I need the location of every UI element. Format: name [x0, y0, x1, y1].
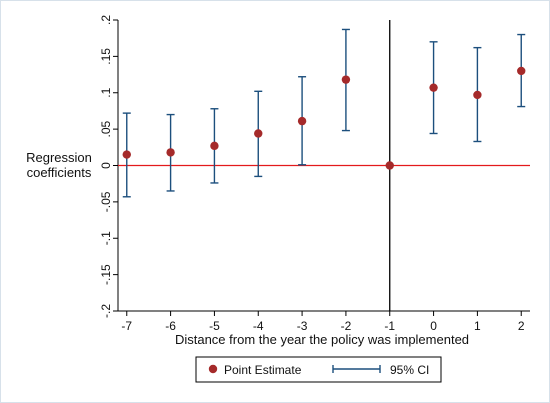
x-tick-label: 2 — [518, 319, 525, 333]
x-tick-label: -3 — [297, 319, 308, 333]
y-axis-title-line-2: coefficients — [27, 165, 92, 180]
y-tick-label: .05 — [99, 120, 113, 137]
y-tick-label: -.15 — [99, 264, 113, 285]
x-tick-label: -7 — [121, 319, 132, 333]
legend-box — [195, 356, 442, 383]
x-tick-label: -1 — [384, 319, 395, 333]
legend-point-label: Point Estimate — [224, 363, 302, 377]
point-estimate — [473, 90, 482, 100]
legend-ci-label: 95% CI — [390, 363, 429, 377]
point-estimate — [122, 150, 131, 159]
x-tick-label: -2 — [341, 319, 352, 333]
point-estimate — [210, 141, 219, 151]
y-tick-label: -.05 — [99, 191, 113, 212]
x-tick-label: 0 — [430, 319, 437, 333]
point-estimates — [122, 66, 526, 170]
y-tick-label: .2 — [99, 15, 113, 25]
point-estimate — [254, 129, 263, 138]
y-tick-label: -.2 — [99, 304, 113, 318]
point-estimate — [385, 161, 394, 170]
y-tick-label: 0 — [99, 162, 113, 169]
y-tick-label: -.1 — [99, 231, 113, 245]
ci-bars — [122, 28, 526, 198]
y-tick-label: .15 — [99, 48, 113, 65]
point-estimate — [517, 66, 526, 76]
x-tick-label: -6 — [165, 319, 176, 333]
x-tick-label: 1 — [474, 319, 481, 333]
y-tick-label: .1 — [99, 87, 113, 97]
x-tick-label: -4 — [253, 319, 264, 333]
legend: Point Estimate 95% CI — [195, 356, 442, 383]
legend-point-marker — [208, 364, 218, 374]
reference-lines — [118, 20, 530, 311]
point-estimate — [166, 148, 175, 157]
point-estimate — [297, 116, 307, 126]
axes: -.2 -.15 -.1 -.05 0 .05 .1 .15 .2 -7 -6 -5 -4 -3 -2 -1 0… — [99, 15, 530, 333]
x-axis-title: Distance from the year the policy was im… — [175, 332, 469, 347]
x-tick-label: -5 — [209, 319, 220, 333]
point-estimate — [341, 75, 351, 84]
y-axis-title-line-1: Regression — [26, 150, 92, 165]
point-estimate — [429, 83, 438, 92]
